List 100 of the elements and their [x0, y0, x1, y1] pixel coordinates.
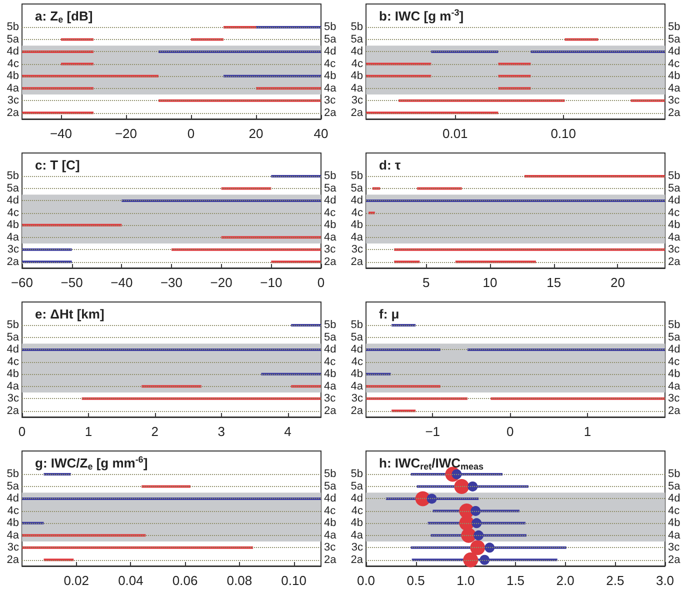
- y2-tick-label: 4d: [350, 46, 363, 58]
- point: [484, 542, 495, 553]
- y-tick-label: 4c: [668, 58, 680, 70]
- point: [470, 506, 481, 516]
- y2-tick-label: 2a: [350, 106, 364, 119]
- y-tick-label: 4d: [668, 46, 680, 58]
- y2-tick-label: 4c: [351, 504, 364, 517]
- y-tick-label: 3c: [324, 244, 336, 256]
- x-tick-label: 4: [284, 424, 292, 439]
- y2-tick-label: 4b: [350, 517, 363, 530]
- y-tick-label: 4c: [324, 504, 336, 517]
- y2-tick-label: 4d: [6, 344, 19, 356]
- y2-tick-label: 4b: [6, 219, 19, 232]
- x-tick-label: 0.04: [118, 573, 144, 588]
- y-tick-label: 4c: [668, 356, 680, 368]
- y2-tick-label: 3c: [351, 94, 364, 107]
- x-tick-label: 0.0: [356, 573, 376, 588]
- y-tick-label: 4a: [668, 82, 682, 94]
- x-tick-label: −30: [160, 275, 183, 290]
- y2-tick-label: 4d: [350, 492, 363, 505]
- y2-tick-label: 5a: [6, 331, 20, 344]
- chart-title: e: ΔHt [km]: [35, 306, 104, 322]
- y2-tick-label: 4a: [6, 529, 20, 542]
- y-tick-label: 4a: [324, 82, 338, 94]
- y-tick-label: 4d: [668, 344, 680, 356]
- x-tick-label: 40: [314, 126, 328, 141]
- y2-tick-label: 4c: [7, 206, 20, 219]
- y-tick-label: 3c: [668, 392, 680, 405]
- y2-tick-label: 5a: [350, 182, 364, 194]
- y-tick-label: 2a: [668, 106, 682, 119]
- y2-tick-label: 4c: [7, 356, 20, 368]
- x-tick-label: −10: [260, 275, 282, 290]
- y-tick-label: 2a: [324, 404, 338, 417]
- y2-tick-label: 4d: [6, 46, 19, 58]
- point: [463, 552, 478, 568]
- y-tick-label: 3c: [668, 94, 680, 107]
- point: [470, 540, 486, 556]
- x-tick-label: 2.5: [606, 573, 624, 588]
- y-tick-label: 4c: [324, 206, 336, 219]
- y-tick-label: 2a: [324, 106, 338, 119]
- y2-tick-label: 4a: [350, 231, 364, 244]
- y2-tick-label: 4a: [6, 231, 20, 244]
- y2-tick-label: 2a: [6, 554, 20, 566]
- x-tick-label: 0: [506, 424, 514, 439]
- y2-tick-label: 4b: [350, 368, 363, 380]
- y2-tick-label: 3c: [7, 392, 20, 405]
- y2-tick-label: 3c: [351, 244, 364, 256]
- y-tick-label: 4c: [668, 504, 680, 517]
- y-tick-label: 4a: [324, 231, 338, 244]
- x-tick-label: 15: [546, 275, 562, 290]
- y2-tick-label: 2a: [6, 106, 20, 119]
- y2-tick-label: 4c: [351, 206, 364, 219]
- y2-tick-label: 4b: [350, 219, 363, 232]
- y2-tick-label: 4d: [6, 492, 19, 505]
- x-tick-label: 20: [248, 126, 264, 141]
- point: [468, 481, 478, 492]
- y2-tick-label: 3c: [7, 94, 20, 107]
- x-tick-label: 5: [422, 275, 430, 290]
- point: [426, 494, 437, 504]
- y2-tick-label: 4d: [6, 194, 19, 207]
- point: [480, 554, 490, 565]
- y2-tick-label: 4a: [6, 82, 20, 94]
- y-tick-label: 4b: [668, 368, 680, 380]
- y-tick-label: 3c: [324, 392, 336, 405]
- x-tick-label: −40: [110, 275, 133, 290]
- y-tick-label: 5b: [324, 21, 336, 34]
- y-tick-label: 4d: [324, 492, 336, 505]
- x-tick-label: −1: [425, 424, 440, 439]
- y-tick-label: 5b: [324, 319, 336, 332]
- y-tick-label: 4d: [668, 194, 680, 207]
- x-tick-label: 1: [584, 424, 592, 439]
- x-tick-label: 1.5: [506, 573, 525, 588]
- y-tick-label: 5a: [324, 480, 338, 492]
- x-tick-label: 3: [218, 424, 225, 439]
- chart-title: f: μ: [379, 306, 400, 322]
- y-tick-label: 3c: [668, 542, 680, 554]
- x-tick-label: −40: [50, 126, 72, 141]
- y2-tick-label: 5b: [350, 319, 363, 332]
- point: [474, 530, 484, 540]
- y-tick-label: 4a: [324, 380, 338, 392]
- chart-title: c: T [C]: [35, 158, 80, 172]
- y-tick-label: 2a: [668, 404, 682, 417]
- y-tick-label: 5b: [668, 170, 680, 182]
- y2-tick-label: 5b: [350, 21, 363, 34]
- x-tick-label: 2: [151, 424, 159, 439]
- x-tick-label: −20: [210, 275, 232, 290]
- y-tick-label: 2a: [324, 554, 338, 566]
- y-tick-label: 4a: [668, 380, 682, 392]
- y2-tick-label: 5a: [350, 331, 364, 344]
- y2-tick-label: 4a: [350, 529, 364, 542]
- y-tick-label: 4d: [324, 46, 336, 58]
- point: [472, 518, 482, 528]
- y-tick-label: 5a: [668, 182, 682, 194]
- y-tick-label: 5a: [324, 33, 338, 46]
- y-tick-label: 4b: [324, 70, 336, 82]
- y2-tick-label: 3c: [7, 542, 20, 554]
- x-tick-label: −60: [10, 275, 34, 290]
- x-tick-label: 0.06: [172, 573, 198, 588]
- y2-tick-label: 3c: [7, 244, 20, 256]
- y2-tick-label: 5a: [6, 182, 20, 194]
